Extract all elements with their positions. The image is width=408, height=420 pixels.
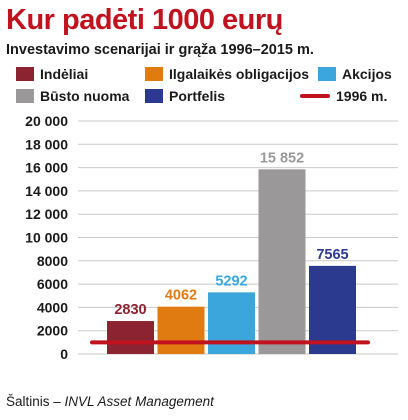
y-tick-label: 6000 — [37, 276, 68, 292]
legend: Indėliai Ilgalaikės obligacijos Akcijos … — [0, 0, 408, 110]
y-tick-label: 12 000 — [25, 206, 68, 222]
source-prefix: Šaltinis – — [6, 394, 65, 409]
source-name: INVL Asset Management — [64, 394, 214, 409]
legend-item-1996: 1996 m. — [300, 88, 387, 104]
legend-swatch-obligacijos — [145, 67, 163, 81]
source-note: Šaltinis – INVL Asset Management — [6, 394, 214, 410]
legend-item-obligacijos: Ilgalaikės obligacijos — [145, 66, 309, 82]
legend-swatch-busto-nuoma — [16, 89, 34, 103]
legend-swatch-portfelis — [145, 89, 163, 103]
legend-item-akcijos: Akcijos — [318, 66, 392, 82]
legend-label-obligacijos: Ilgalaikės obligacijos — [169, 66, 310, 82]
legend-swatch-indeliai — [16, 67, 34, 81]
legend-label-akcijos: Akcijos — [342, 66, 392, 82]
legend-item-indeliai: Indėliai — [16, 66, 88, 82]
legend-label-indeliai: Indėliai — [40, 66, 89, 82]
bar — [107, 321, 154, 354]
data-label: 5292 — [215, 273, 247, 289]
bar — [157, 306, 205, 354]
y-tick-label: 8000 — [37, 253, 68, 269]
chart-title: Kur padėti 1000 eurų — [6, 4, 283, 36]
y-tick-label: 2000 — [37, 323, 68, 339]
bar — [208, 292, 255, 354]
data-label: 15 852 — [260, 150, 304, 166]
legend-label-1996: 1996 m. — [336, 88, 388, 104]
chart-subtitle: Investavimo scenarijai ir grąža 1996–201… — [6, 42, 314, 58]
y-tick-label: 4000 — [37, 299, 68, 315]
y-tick-label: 14 000 — [25, 183, 68, 199]
y-tick-label: 10 000 — [25, 230, 68, 246]
bar-chart: 0 2000 4000 6000 8000 10 000 12 000 14 000 16 00… — [25, 113, 398, 362]
legend-item-busto-nuoma: Būsto nuoma — [16, 88, 129, 104]
legend-item-portfelis: Portfelis — [145, 88, 225, 104]
y-tick-label: 16 000 — [25, 160, 68, 176]
bar — [258, 169, 306, 354]
y-tick-label: 20 000 — [25, 113, 68, 129]
y-tick-label: 0 — [60, 346, 68, 362]
data-label: 7565 — [316, 247, 348, 263]
data-label: 2830 — [114, 302, 146, 318]
data-label: 4062 — [165, 288, 197, 304]
legend-line-1996 — [300, 94, 330, 98]
legend-label-portfelis: Portfelis — [169, 88, 226, 104]
legend-swatch-akcijos — [318, 67, 336, 81]
y-tick-label: 18 000 — [25, 136, 68, 152]
legend-label-busto-nuoma: Būsto nuoma — [40, 88, 130, 104]
bar — [309, 265, 356, 354]
